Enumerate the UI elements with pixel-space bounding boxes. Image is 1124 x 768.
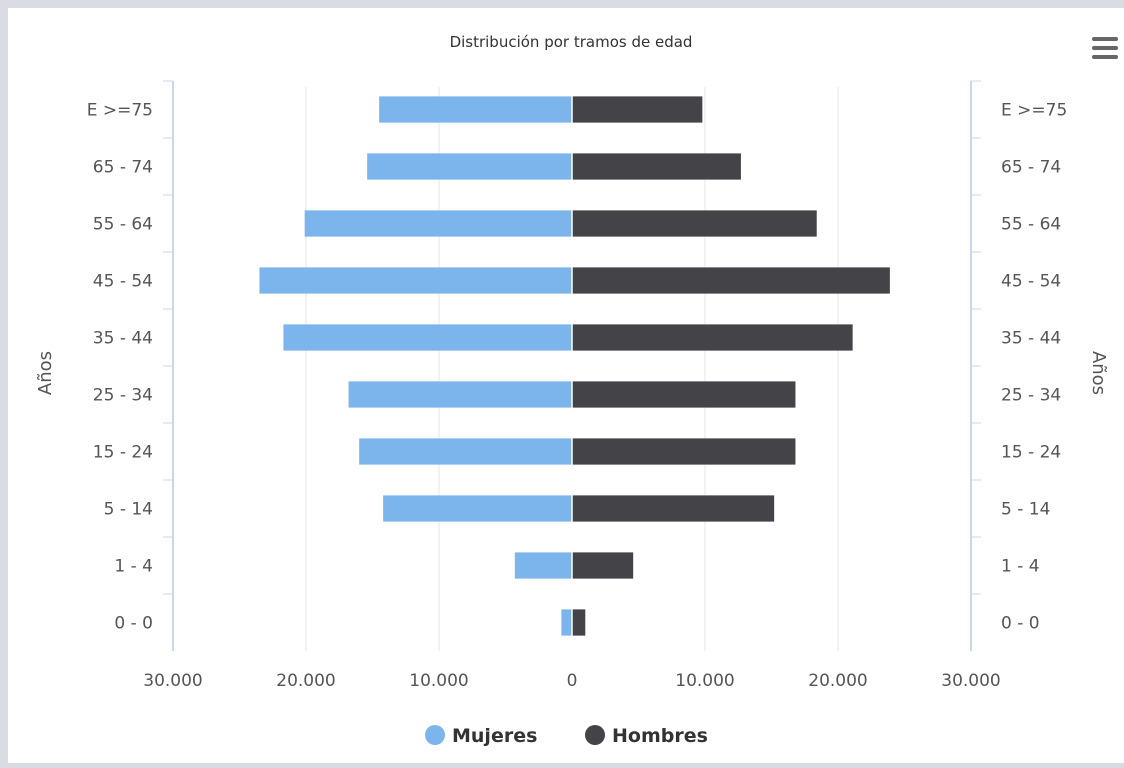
population-pyramid-chart: Distribución por tramos de edad 30.000 20… <box>35 33 1120 747</box>
bar-mujeres[interactable] <box>379 96 572 123</box>
bar-hombres[interactable] <box>572 381 796 408</box>
legend-label-hombres: Hombres <box>612 725 708 747</box>
y-tick-label-right: 35 - 44 <box>1001 329 1061 349</box>
y-tick-label-left: 0 - 0 <box>114 614 153 634</box>
y-tick-label-right: 0 - 0 <box>1001 614 1040 634</box>
x-tick-label: 20.000 <box>808 671 867 691</box>
bar-hombres[interactable] <box>572 267 890 294</box>
x-tick-label: 10.000 <box>675 671 734 691</box>
bar-hombres[interactable] <box>572 96 703 123</box>
bars <box>259 87 890 651</box>
bar-hombres[interactable] <box>572 324 853 351</box>
x-tick-label: 20.000 <box>276 671 335 691</box>
y-tick-label-right: 1 - 4 <box>1001 557 1040 577</box>
y-tick-label-right: E >=75 <box>1001 101 1067 121</box>
y-tick-label-left: 35 - 44 <box>93 329 153 349</box>
x-tick-label: 30.000 <box>941 671 1000 691</box>
bar-mujeres[interactable] <box>514 552 572 579</box>
y-tick-label-left: 45 - 54 <box>93 272 153 292</box>
bar-hombres[interactable] <box>572 153 741 180</box>
axes: 30.000 20.000 10.000 0 10.000 20.000 30.000 0 -… <box>87 80 1067 691</box>
legend-marker-mujeres <box>425 725 445 745</box>
y-tick-label-right: 15 - 24 <box>1001 443 1061 463</box>
x-tick-label: 30.000 <box>143 671 202 691</box>
legend-item-mujeres[interactable]: Mujeres <box>425 725 537 747</box>
bar-mujeres[interactable] <box>561 609 572 636</box>
bar-mujeres[interactable] <box>359 438 572 465</box>
bar-mujeres[interactable] <box>348 381 572 408</box>
y-tick-label-right: 45 - 54 <box>1001 272 1061 292</box>
y-tick-label-right: 25 - 34 <box>1001 386 1061 406</box>
chart-title: Distribución por tramos de edad <box>450 33 693 51</box>
bar-mujeres[interactable] <box>383 495 572 522</box>
y-tick-label-right: 55 - 64 <box>1001 215 1061 235</box>
legend-label-mujeres: Mujeres <box>452 725 537 747</box>
bar-hombres[interactable] <box>572 495 775 522</box>
y-tick-label-left: E >=75 <box>87 101 153 121</box>
y-tick-label-left: 55 - 64 <box>93 215 153 235</box>
bar-hombres[interactable] <box>572 210 817 237</box>
bar-hombres[interactable] <box>572 438 796 465</box>
x-tick-label: 10.000 <box>409 671 468 691</box>
legend-item-hombres[interactable]: Hombres <box>585 725 708 747</box>
bar-mujeres[interactable] <box>304 210 572 237</box>
legend-marker-hombres <box>585 725 605 745</box>
y-axis-title-right: Años <box>1088 351 1109 395</box>
chart-container: Distribución por tramos de edad 30.000 20… <box>8 8 1124 763</box>
y-axis-title-left: Años <box>35 351 56 395</box>
bar-mujeres[interactable] <box>367 153 572 180</box>
bar-mujeres[interactable] <box>259 267 572 294</box>
y-tick-label-left: 15 - 24 <box>93 443 153 463</box>
bar-hombres[interactable] <box>572 609 586 636</box>
y-tick-label-right: 5 - 14 <box>1001 500 1050 520</box>
hamburger-menu-icon[interactable] <box>1090 34 1120 64</box>
x-tick-label: 0 <box>567 671 578 691</box>
y-tick-label-left: 25 - 34 <box>93 386 153 406</box>
y-tick-label-left: 5 - 14 <box>104 500 153 520</box>
y-tick-label-left: 65 - 74 <box>93 158 153 178</box>
y-tick-label-left: 1 - 4 <box>114 557 153 577</box>
y-tick-label-right: 65 - 74 <box>1001 158 1061 178</box>
bar-hombres[interactable] <box>572 552 634 579</box>
legend: Mujeres Hombres <box>425 725 708 747</box>
bar-mujeres[interactable] <box>283 324 572 351</box>
